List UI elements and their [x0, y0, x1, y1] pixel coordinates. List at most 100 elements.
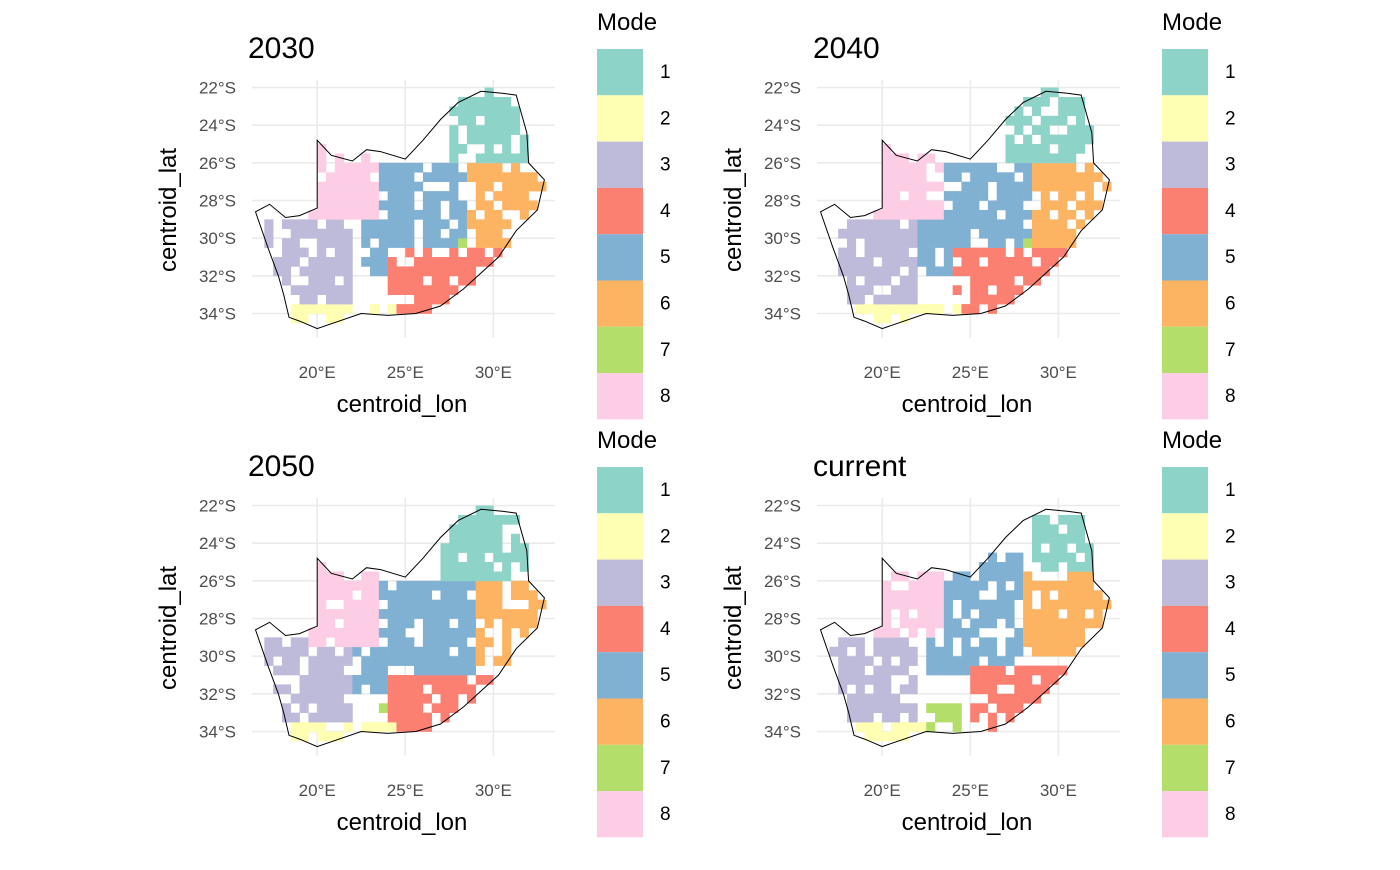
raster-cell-mode-5 — [458, 665, 468, 676]
raster-cell-mode-5 — [926, 665, 936, 676]
raster-cell-mode-2 — [387, 722, 397, 732]
raster-cell-mode-6 — [502, 609, 512, 619]
raster-cell-mode-2 — [873, 304, 883, 314]
raster-cell-mode-5 — [926, 646, 936, 657]
raster-cell-mode-4 — [422, 304, 432, 314]
raster-cell-mode-3 — [899, 656, 909, 666]
raster-cell-mode-6 — [1084, 181, 1094, 192]
raster-cell-mode-5 — [1005, 181, 1015, 192]
raster-cell-mode-3 — [299, 637, 309, 648]
raster-cell-mode-1 — [510, 125, 521, 135]
raster-cell-mode-6 — [1040, 200, 1050, 211]
raster-cell-mode-5 — [387, 646, 397, 657]
raster-cell-mode-2 — [864, 304, 874, 314]
raster-cell-mode-3 — [846, 247, 857, 258]
raster-cell-mode-5 — [440, 172, 450, 182]
raster-cell-mode-4 — [1040, 247, 1050, 258]
raster-cell-mode-5 — [996, 238, 1006, 248]
raster-cell-mode-5 — [1005, 656, 1015, 666]
raster-cell-mode-1 — [1084, 543, 1094, 553]
raster-cell-mode-5 — [378, 580, 388, 591]
raster-cell-mode-1 — [510, 106, 521, 117]
panel-title: current — [813, 450, 907, 483]
raster-cell-mode-8 — [343, 580, 353, 591]
raster-cell-mode-4 — [961, 304, 971, 314]
raster-cell-mode-5 — [961, 590, 971, 600]
raster-cell-mode-4 — [458, 266, 468, 277]
raster-cell-mode-4 — [970, 275, 980, 286]
raster-cell-mode-8 — [882, 200, 892, 211]
raster-cell-mode-8 — [361, 599, 371, 610]
raster-cell-mode-4 — [396, 712, 406, 723]
raster-cell-mode-1 — [502, 134, 512, 145]
raster-cell-mode-1 — [484, 125, 494, 135]
raster-cell-mode-5 — [422, 219, 432, 230]
y-axis-label: centroid_lat — [720, 566, 747, 690]
raster-cell-mode-1 — [484, 533, 494, 544]
raster-cell-mode-6 — [1067, 172, 1077, 182]
raster-cell-mode-1 — [1075, 96, 1086, 107]
raster-cell-mode-6 — [1040, 627, 1050, 638]
raster-cell-mode-6 — [475, 580, 485, 591]
raster-cell-mode-1 — [458, 543, 468, 553]
raster-cell-mode-3 — [325, 238, 336, 248]
raster-cell-mode-5 — [352, 675, 362, 685]
raster-cell-mode-8 — [890, 590, 901, 600]
raster-cell-mode-4 — [970, 247, 980, 258]
raster-cell-mode-5 — [405, 200, 415, 211]
raster-cell-mode-8 — [325, 172, 336, 182]
raster-cell-mode-3 — [290, 693, 300, 704]
raster-cell-mode-5 — [1005, 191, 1015, 201]
y-tick-label: 22°S — [764, 79, 801, 98]
raster-cell-mode-1 — [458, 144, 468, 154]
raster-cell-mode-5 — [361, 238, 371, 248]
raster-cell-mode-4 — [1023, 693, 1033, 704]
raster-cell-mode-3 — [855, 693, 865, 704]
raster-cell-mode-5 — [1014, 562, 1024, 572]
raster-cell-mode-6 — [502, 656, 512, 666]
raster-cell-mode-5 — [952, 191, 962, 201]
raster-cell-mode-8 — [908, 209, 918, 220]
raster-cell-mode-4 — [431, 684, 441, 695]
y-tick-label: 30°S — [764, 647, 801, 666]
raster-cell-mode-1 — [466, 543, 477, 553]
raster-cell-mode-5 — [1005, 618, 1015, 629]
raster-cell-mode-8 — [899, 153, 909, 164]
y-axis-label: centroid_lat — [720, 148, 747, 272]
raster-cell-mode-4 — [387, 285, 397, 295]
raster-cell-mode-8 — [370, 609, 380, 619]
raster-cell-mode-5 — [952, 665, 962, 676]
raster-cell-mode-8 — [890, 571, 901, 582]
raster-cell-mode-4 — [431, 275, 441, 286]
raster-cell-mode-8 — [370, 580, 380, 591]
raster-cell-mode-3 — [890, 219, 901, 230]
raster-cell-mode-6 — [519, 580, 529, 591]
raster-cell-mode-3 — [317, 703, 327, 713]
raster-cell-mode-4 — [396, 285, 406, 295]
raster-cell-mode-3 — [882, 266, 892, 277]
raster-cell-mode-5 — [458, 637, 468, 648]
legend-key-mode-3 — [1162, 559, 1208, 606]
raster-cell-mode-8 — [917, 209, 927, 220]
raster-cell-mode-6 — [1040, 191, 1050, 201]
legend-key-mode-2 — [1162, 95, 1208, 142]
raster-cell-mode-3 — [882, 656, 892, 666]
legend-label: 2 — [1225, 108, 1236, 129]
raster-cell-mode-5 — [378, 646, 388, 657]
raster-cell-mode-3 — [864, 656, 874, 666]
raster-cell-mode-3 — [299, 294, 309, 305]
y-tick-label: 34°S — [199, 305, 236, 324]
raster-cell-mode-3 — [317, 646, 327, 657]
raster-cell-mode-8 — [308, 627, 318, 638]
raster-cell-mode-4 — [1005, 257, 1015, 267]
raster-cell-mode-5 — [952, 219, 962, 230]
raster-cell-mode-8 — [908, 181, 918, 192]
country-boundary — [254, 508, 545, 748]
raster-cell-mode-8 — [361, 571, 371, 582]
raster-cell-mode-5 — [987, 219, 997, 230]
raster-cell-mode-3 — [873, 238, 883, 248]
raster-cell-mode-3 — [908, 684, 918, 695]
raster-cell-mode-6 — [1084, 599, 1094, 610]
raster-cell-mode-5 — [370, 665, 380, 676]
raster-cell-mode-6 — [1049, 599, 1059, 610]
